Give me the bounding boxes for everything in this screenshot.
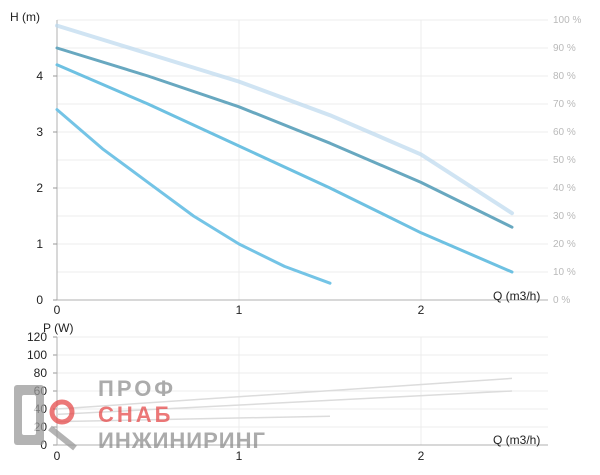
head-y-tick-label: 2 (36, 181, 43, 195)
head-curve-3 (55, 108, 332, 285)
efficiency-tick-label: 0 % (553, 295, 570, 306)
company-watermark: ПРОФ СНАБ ИНЖИНИРИНГ (14, 376, 266, 453)
efficiency-curve (55, 23, 514, 216)
power-y-tick-label: 120 (27, 330, 47, 344)
efficiency-tick-labels: 0 % 10 % 20 % 30 % 40 % 50 % 60 % 70 % 80 % 90 % 1… (553, 15, 581, 306)
power-curve-2 (56, 415, 331, 423)
watermark-line2: СНАБ (98, 402, 173, 427)
head-curves (55, 23, 514, 285)
head-y-tick-label: 3 (36, 125, 43, 139)
efficiency-tick-label: 30 % (553, 211, 576, 222)
power-y-tick-label: 100 (27, 348, 47, 362)
power-y-tick-label: 0 (40, 438, 47, 452)
power-x-tick-label: 0 (54, 449, 61, 463)
power-flow-chart: 020406080100120012 P (W) Q (m3/h) (27, 321, 548, 463)
head-axis-label: H (m) (10, 10, 40, 24)
efficiency-tick-label: 50 % (553, 155, 576, 166)
head-curve-2 (55, 63, 514, 274)
efficiency-tick-label: 40 % (553, 183, 576, 194)
efficiency-tick-label: 10 % (553, 267, 576, 278)
efficiency-tick-label: 80 % (553, 71, 576, 82)
power-x-tick-label: 2 (418, 449, 425, 463)
power-x-axis-label: Q (m3/h) (493, 433, 540, 447)
efficiency-tick-label: 70 % (553, 99, 576, 110)
power-grid (53, 336, 548, 446)
head-curve-1 (55, 46, 514, 229)
watermark-line1: ПРОФ (98, 376, 176, 401)
power-y-tick-label: 80 (34, 366, 48, 380)
power-curve-1 (56, 390, 513, 416)
head-grid (53, 19, 548, 301)
head-y-tick-label: 1 (36, 237, 43, 251)
head-y-tick-label: 0 (36, 293, 43, 307)
power-x-tick-label: 1 (236, 449, 243, 463)
head-x-tick-label: 2 (418, 303, 425, 317)
power-curves (56, 377, 513, 423)
head-x-axis-label: Q (m3/h) (493, 289, 540, 303)
watermark-line3: ИНЖИНИРИНГ (98, 428, 266, 453)
head-tick-labels: 0 1 2 0 1 2 3 4 (36, 69, 424, 317)
company-logo-icon (14, 385, 77, 451)
head-x-tick-label: 1 (236, 303, 243, 317)
efficiency-tick-label: 100 % (553, 15, 581, 26)
head-x-tick-label: 0 (54, 303, 61, 317)
efficiency-tick-label: 90 % (553, 43, 576, 54)
power-axis-label: P (W) (43, 321, 73, 335)
efficiency-tick-label: 60 % (553, 127, 576, 138)
head-y-tick-label: 4 (36, 69, 43, 83)
power-curve-0 (56, 377, 513, 410)
head-flow-chart: 0 1 2 0 1 2 3 4 0 % 10 % 20 % 30 % 40 % 50 % 60 % 70 %… (10, 10, 581, 317)
efficiency-tick-label: 20 % (553, 239, 576, 250)
